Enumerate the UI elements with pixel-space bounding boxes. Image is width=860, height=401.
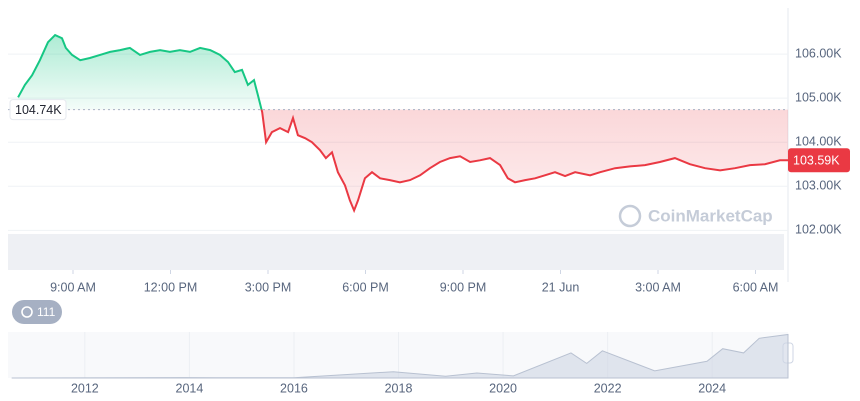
area-fill — [18, 35, 788, 211]
last-price-label: 103.59K — [793, 154, 840, 168]
watermark: CoinMarketCap — [648, 206, 773, 225]
nav-tick-label: 2024 — [698, 381, 726, 395]
watermark-logo — [618, 204, 642, 228]
y-tick-label: 102.00K — [795, 223, 842, 237]
x-tick-label: 6:00 PM — [342, 280, 389, 294]
x-tick-label: 6:00 AM — [733, 280, 779, 294]
badge-count: 111 — [37, 305, 56, 319]
x-tick-label: 3:00 AM — [635, 280, 681, 294]
volume-strip — [8, 234, 784, 270]
x-tick-label: 3:00 PM — [245, 280, 292, 294]
badge[interactable] — [12, 300, 62, 324]
y-tick-label: 103.00K — [795, 179, 842, 193]
y-tick-label: 105.00K — [795, 90, 842, 104]
x-tick-label: 9:00 PM — [440, 280, 487, 294]
nav-tick-label: 2016 — [280, 381, 308, 395]
nav-tick-label: 2012 — [71, 381, 99, 395]
y-tick-label: 104.00K — [795, 135, 842, 149]
nav-tick-label: 2014 — [176, 381, 204, 395]
nav-tick-label: 2018 — [385, 381, 413, 395]
y-tick-label: 106.00K — [795, 46, 842, 60]
baseline-label: 104.74K — [15, 103, 62, 117]
x-tick-label: 12:00 PM — [144, 280, 198, 294]
clock-icon — [21, 306, 33, 318]
baseline-box — [9, 99, 67, 121]
last-price-box — [788, 148, 850, 173]
price-line — [17, 33, 788, 214]
nav-area — [11, 333, 789, 379]
nav-tick-label: 2020 — [489, 381, 517, 395]
x-tick-label: 21 Jun — [542, 280, 580, 294]
x-tick-label: 9:00 AM — [50, 280, 96, 294]
nav-tick-label: 2022 — [594, 381, 622, 395]
